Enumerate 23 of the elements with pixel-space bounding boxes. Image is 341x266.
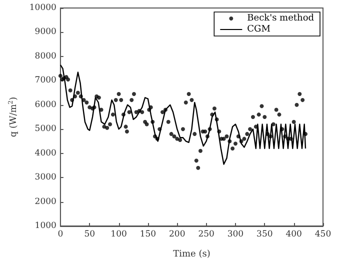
y-tick-label: 10000 <box>29 3 56 13</box>
x-tick-label: 250 <box>198 230 214 240</box>
x-tick-label: 150 <box>140 230 156 240</box>
y-tick-label: 8000 <box>34 51 56 62</box>
x-tick-label: 0 <box>58 230 64 240</box>
y-tick-label: 2000 <box>34 196 56 207</box>
x-axis-title: Time (s) <box>173 250 210 260</box>
x-tick-label: 450 <box>314 230 332 240</box>
x-tick-label: 200 <box>169 230 186 240</box>
y-tick-label: 6000 <box>34 100 56 110</box>
x-tick-label: 50 <box>84 230 96 240</box>
x-tick-label: 300 <box>227 230 244 240</box>
y-tick-label: 7000 <box>34 76 56 86</box>
y-tick-label: 3000 <box>34 172 56 183</box>
y-tick-label: 5000 <box>34 124 56 134</box>
y-tick-label: 4000 <box>34 148 56 158</box>
y-tick-label: 9000 <box>34 27 56 38</box>
x-tick-label: 100 <box>110 230 127 240</box>
legend-label: CGM <box>247 24 270 34</box>
x-tick-label: 400 <box>286 230 302 240</box>
x-tick-label: 350 <box>256 230 273 240</box>
y-tick-label: 1000 <box>34 221 56 231</box>
legend-label: Beck's method <box>247 14 314 24</box>
